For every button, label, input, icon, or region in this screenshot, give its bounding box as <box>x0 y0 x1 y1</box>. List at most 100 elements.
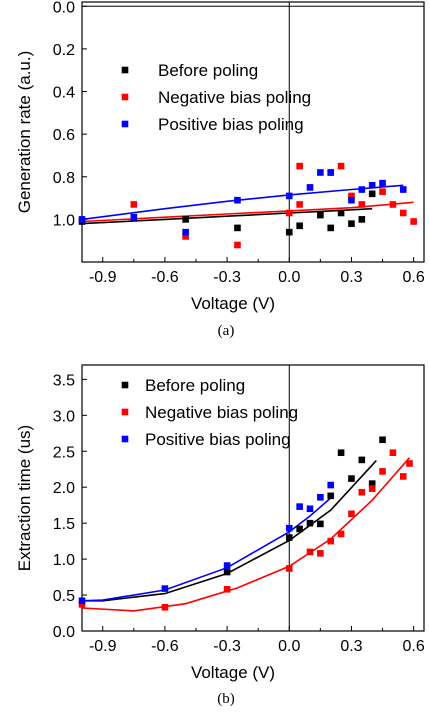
data-point-negative-bias-poling <box>223 586 231 593</box>
data-point-negative-bias-poling <box>285 209 293 217</box>
legend-label: Positive bias poling <box>158 115 304 134</box>
data-point-positive-bias-poling <box>223 562 231 569</box>
panel-caption: (b) <box>217 691 235 707</box>
y-tick-label: 0.0 <box>53 624 75 641</box>
data-point-before-poling <box>327 224 335 232</box>
panel-caption: (a) <box>218 323 235 339</box>
data-point-negative-bias-poling <box>285 565 293 572</box>
data-point-negative-bias-poling <box>296 162 303 170</box>
x-tick-label: 0.6 <box>403 269 425 286</box>
x-tick-label: 0.3 <box>340 269 362 286</box>
data-point-before-poling <box>285 228 293 236</box>
data-point-positive-bias-poling <box>317 493 324 501</box>
data-point-before-poling <box>182 216 189 223</box>
data-point-negative-bias-poling <box>337 530 345 538</box>
y-tick-label: 1.5 <box>53 516 75 533</box>
data-point-before-poling <box>306 519 314 527</box>
data-point-before-poling <box>348 475 355 482</box>
data-point-before-poling <box>368 480 376 487</box>
data-point-negative-bias-poling <box>406 460 413 467</box>
data-point-positive-bias-poling <box>78 216 86 223</box>
data-point-negative-bias-poling <box>234 241 241 249</box>
y-tick-label: 0.4 <box>53 85 75 102</box>
y-tick-label: 0.5 <box>53 588 75 605</box>
data-point-negative-bias-poling <box>389 201 397 208</box>
data-point-positive-bias-poling <box>306 505 314 513</box>
data-point-positive-bias-poling <box>182 228 189 236</box>
data-point-negative-bias-poling <box>379 188 386 195</box>
data-point-before-poling <box>358 216 366 223</box>
data-point-before-poling <box>285 534 293 541</box>
data-point-negative-bias-poling <box>130 201 138 208</box>
data-point-before-poling <box>317 520 324 528</box>
x-tick-label: 0.0 <box>278 638 300 655</box>
data-point-positive-bias-poling <box>379 179 386 187</box>
y-tick-label: 1.0 <box>53 552 75 569</box>
x-tick-label: 0.3 <box>340 638 362 655</box>
x-tick-label: 0.0 <box>278 269 300 286</box>
legend-marker <box>121 408 129 416</box>
fit-line-negative-bias-poling <box>81 457 411 612</box>
y-tick-label: 2.5 <box>53 444 75 461</box>
data-point-negative-bias-poling <box>410 218 417 225</box>
data-point-before-poling <box>234 224 241 232</box>
x-tick-label: -0.6 <box>151 638 179 655</box>
fit-line-before-poling <box>81 207 373 225</box>
data-point-negative-bias-poling <box>306 548 314 556</box>
x-tick-label: -0.3 <box>213 638 241 655</box>
data-point-negative-bias-poling <box>358 488 366 496</box>
data-point-negative-bias-poling <box>368 485 376 492</box>
fit-line-positive-bias-poling <box>81 497 332 602</box>
data-point-before-poling <box>296 222 303 230</box>
data-point-positive-bias-poling <box>161 585 169 592</box>
y-tick-label: 0.0 <box>53 0 75 16</box>
data-point-negative-bias-poling <box>296 201 303 208</box>
fit-line-positive-bias-poling <box>81 184 404 221</box>
data-point-negative-bias-poling <box>348 192 355 200</box>
x-tick-label: -0.9 <box>89 269 117 286</box>
legend-marker <box>121 120 129 128</box>
x-axis-label: Voltage (V) <box>191 294 275 313</box>
data-point-before-poling <box>358 456 366 464</box>
data-point-positive-bias-poling <box>327 481 335 489</box>
y-tick-label: 2.0 <box>53 480 75 497</box>
data-point-before-poling <box>296 525 303 533</box>
data-point-positive-bias-poling <box>358 186 366 193</box>
legend-label: Negative bias poling <box>145 403 298 422</box>
data-point-negative-bias-poling <box>399 209 407 217</box>
y-tick-label: 0.8 <box>53 170 75 187</box>
x-tick-label: -0.9 <box>89 638 117 655</box>
data-point-negative-bias-poling <box>348 510 355 518</box>
data-point-negative-bias-poling <box>337 162 345 170</box>
legend-marker <box>121 381 129 389</box>
data-point-positive-bias-poling <box>285 192 293 200</box>
y-tick-label: 3.0 <box>53 408 75 425</box>
x-axis-label: Voltage (V) <box>191 663 275 682</box>
y-tick-label: 0.6 <box>53 127 75 144</box>
data-point-before-poling <box>348 220 355 227</box>
data-point-positive-bias-poling <box>296 503 303 510</box>
legend-label: Negative bias poling <box>158 88 311 107</box>
data-point-before-poling <box>368 190 376 198</box>
panel-b: -0.9 -0.6 -0.3 0.0 0.3 0.6 0.0 0.5 1.0 1.5 2.0 2.5 3… <box>15 364 425 707</box>
plot-frame <box>81 1 425 263</box>
legend-label: Positive bias poling <box>145 430 291 449</box>
data-point-positive-bias-poling <box>78 597 86 605</box>
data-point-negative-bias-poling <box>161 603 169 611</box>
legend-label: Before poling <box>158 61 258 80</box>
data-point-negative-bias-poling <box>78 601 86 608</box>
y-axis-label: Generation rate (a.u.) <box>15 51 34 214</box>
data-point-negative-bias-poling <box>182 233 189 240</box>
legend-marker <box>121 93 129 101</box>
data-point-positive-bias-poling <box>368 181 376 189</box>
data-point-positive-bias-poling <box>327 169 335 176</box>
data-point-before-poling <box>223 568 231 576</box>
legend-marker <box>121 66 129 74</box>
y-axis-label: Extraction time (us) <box>15 425 34 571</box>
data-point-positive-bias-poling <box>130 213 138 221</box>
x-tick-label: -0.6 <box>151 269 179 286</box>
y-tick-label: 0.2 <box>53 42 75 59</box>
data-point-positive-bias-poling <box>348 196 355 204</box>
data-point-negative-bias-poling <box>317 550 324 557</box>
